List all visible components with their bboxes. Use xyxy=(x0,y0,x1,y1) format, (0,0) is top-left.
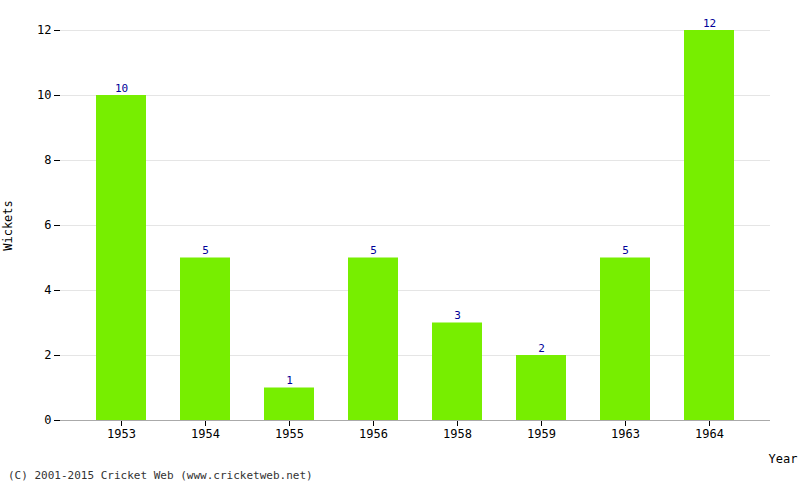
svg-text:1963: 1963 xyxy=(611,427,640,441)
svg-text:8: 8 xyxy=(44,153,51,167)
html-text:(C) 2001-2015 Cricket Web (www: (C) 2001-2015 Cricket Web (www.cricketwe… xyxy=(8,469,313,482)
svg-text:5: 5 xyxy=(622,244,629,257)
svg-text:1955: 1955 xyxy=(275,427,304,441)
svg-text:1956: 1956 xyxy=(359,427,388,441)
svg-text:2: 2 xyxy=(538,342,545,355)
svg-text:5: 5 xyxy=(202,244,209,257)
svg-text:12: 12 xyxy=(703,17,716,30)
svg-text:1964: 1964 xyxy=(695,427,724,441)
svg-text:12: 12 xyxy=(37,23,51,37)
svg-text:4: 4 xyxy=(44,283,51,297)
svg-text:3: 3 xyxy=(454,309,461,322)
svg-text:2: 2 xyxy=(44,348,51,362)
svg-text:6: 6 xyxy=(44,218,51,232)
svg-text:0: 0 xyxy=(44,413,51,427)
svg-text:Year: Year xyxy=(769,452,798,466)
svg-text:Wickets: Wickets xyxy=(1,200,15,251)
svg-text:10: 10 xyxy=(37,88,51,102)
svg-text:1954: 1954 xyxy=(191,427,220,441)
svg-text:10: 10 xyxy=(115,82,128,95)
svg-text:1: 1 xyxy=(286,374,293,387)
svg-text:5: 5 xyxy=(370,244,377,257)
svg-text:1958: 1958 xyxy=(443,427,472,441)
svg-text:1953: 1953 xyxy=(107,427,136,441)
svg-text:1959: 1959 xyxy=(527,427,556,441)
